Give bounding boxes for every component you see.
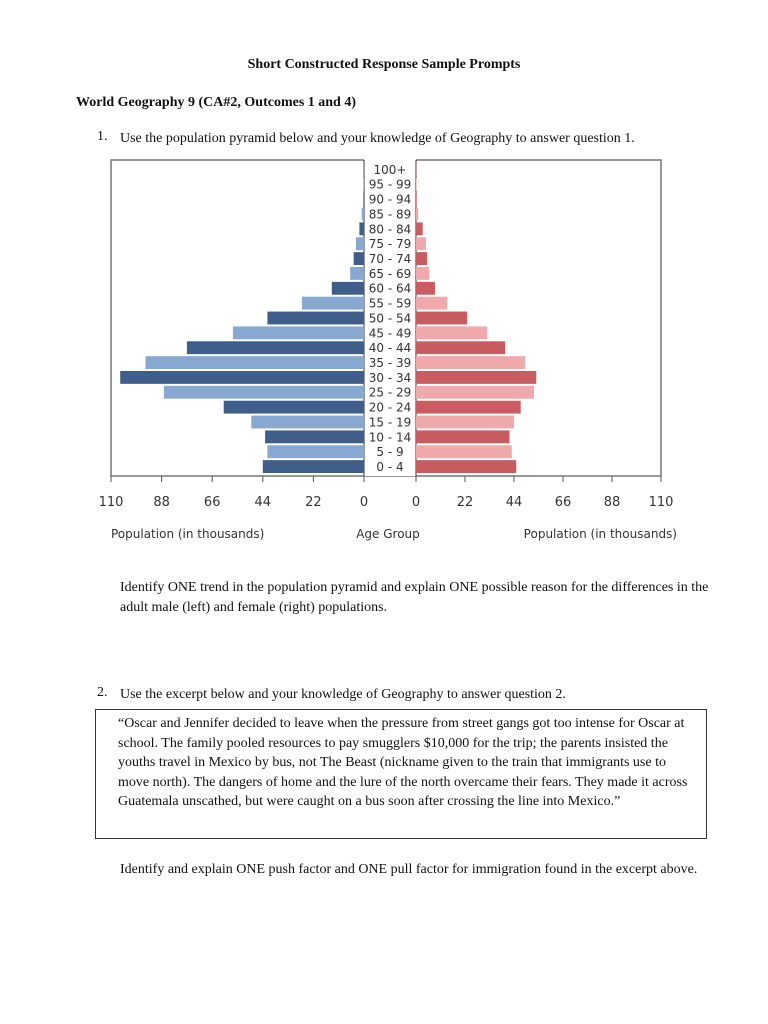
left-tick-label: 22 [305, 495, 322, 510]
female-bar-15-19 [416, 415, 514, 429]
female-bar-20-24 [416, 400, 521, 414]
male-bar-70-74 [353, 252, 364, 265]
age-label: 95 - 99 [369, 178, 412, 192]
age-label: 100+ [374, 163, 407, 177]
male-bar-50-54 [267, 311, 364, 325]
x-axis-label-left: Population (in thousands) [111, 527, 264, 541]
age-label: 5 - 9 [376, 445, 403, 459]
age-label: 45 - 49 [369, 326, 412, 340]
male-bar-5-9 [267, 445, 364, 459]
q2-prompt: Identify and explain ONE push factor and… [120, 862, 698, 877]
male-bar-35-39 [145, 356, 364, 369]
age-label: 25 - 29 [369, 386, 412, 400]
female-bar-40-44 [416, 341, 506, 355]
male-bar-90-94 [363, 192, 364, 206]
age-label: 40 - 44 [369, 341, 412, 355]
age-label: 15 - 19 [369, 415, 412, 429]
q1-prompt: Identify ONE trend in the population pyr… [120, 580, 709, 615]
right-tick-label: 22 [457, 495, 474, 510]
excerpt-text: “Oscar and Jennifer decided to leave whe… [118, 716, 688, 809]
male-bar-65-69 [350, 267, 364, 280]
female-bar-0-4 [416, 460, 517, 473]
age-label: 55 - 59 [369, 297, 412, 311]
female-bar-50-54 [416, 311, 468, 325]
female-bar-85-89 [416, 207, 419, 221]
female-bar-45-49 [416, 326, 488, 340]
age-label: 30 - 34 [369, 371, 412, 385]
female-bar-70-74 [416, 252, 428, 265]
left-tick-label: 0 [360, 495, 368, 510]
female-bar-60-64 [416, 281, 435, 295]
subtitle: World Geography 9 (CA#2, Outcomes 1 and … [76, 95, 356, 110]
right-tick-label: 88 [604, 495, 621, 510]
male-bar-25-29 [163, 385, 364, 399]
male-bar-40-44 [186, 341, 364, 355]
page-title: Short Constructed Response Sample Prompt… [247, 57, 521, 72]
excerpt-box [95, 709, 707, 839]
age-label: 0 - 4 [376, 460, 403, 474]
q2-text: Use the excerpt below and your knowledge… [120, 687, 566, 702]
age-label: 60 - 64 [369, 282, 412, 296]
female-bar-10-14 [416, 430, 510, 444]
age-label: 10 - 14 [369, 430, 412, 444]
female-bar-80-84 [416, 222, 423, 236]
male-bar-60-64 [331, 281, 364, 295]
male-bar-20-24 [223, 400, 364, 414]
male-bar-45-49 [232, 326, 364, 340]
left-tick-label: 44 [255, 495, 272, 510]
male-bar-0-4 [262, 460, 364, 473]
age-label: 20 - 24 [369, 401, 412, 415]
female-bar-65-69 [416, 267, 430, 280]
male-bar-55-59 [301, 296, 364, 310]
male-bar-80-84 [359, 222, 364, 236]
q2-number: 2. [97, 685, 108, 700]
x-axis-label-center: Age Group [356, 527, 420, 541]
q1-number: 1. [97, 129, 108, 144]
x-axis-label-right: Population (in thousands) [524, 527, 677, 541]
age-label: 50 - 54 [369, 311, 412, 325]
male-bar-85-89 [361, 207, 364, 221]
age-label: 75 - 79 [369, 237, 412, 251]
female-bar-25-29 [416, 385, 535, 399]
male-bar-75-79 [355, 237, 364, 251]
age-label-column [364, 158, 416, 476]
male-bar-30-34 [120, 371, 364, 384]
female-bar-30-34 [416, 371, 537, 384]
q1-text: Use the population pyramid below and you… [120, 131, 635, 146]
male-bar-10-14 [265, 430, 364, 444]
age-label: 65 - 69 [369, 267, 412, 281]
female-bar-55-59 [416, 296, 448, 310]
left-tick-label: 110 [99, 495, 124, 510]
right-tick-label: 110 [649, 495, 674, 510]
age-label: 85 - 89 [369, 207, 412, 221]
age-label: 70 - 74 [369, 252, 412, 266]
age-label: 80 - 84 [369, 222, 412, 236]
male-bar-15-19 [251, 415, 364, 429]
left-tick-label: 66 [204, 495, 221, 510]
male-bar-95-99 [363, 177, 364, 191]
female-bar-5-9 [416, 445, 512, 459]
female-bar-90-94 [416, 192, 417, 206]
right-tick-label: 44 [506, 495, 523, 510]
age-label: 90 - 94 [369, 193, 412, 207]
left-tick-label: 88 [153, 495, 170, 510]
right-tick-label: 0 [412, 495, 420, 510]
female-bar-35-39 [416, 356, 526, 369]
female-bar-75-79 [416, 237, 427, 251]
age-label: 35 - 39 [369, 356, 412, 370]
right-tick-label: 66 [555, 495, 572, 510]
